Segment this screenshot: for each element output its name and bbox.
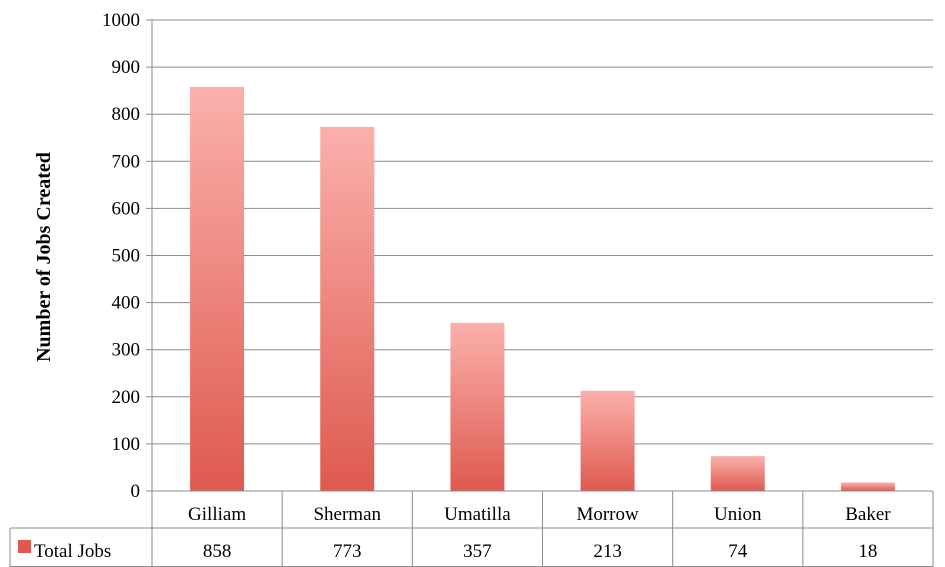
data-table: Gilliam 858 Sherman 773 Umatilla 357 Morrow 213…	[9, 490, 934, 567]
y-tick-label: 1000	[102, 10, 140, 31]
y-tick-label: 900	[112, 57, 141, 78]
category-label: Morrow	[576, 504, 639, 525]
y-tick-label: 400	[112, 293, 141, 314]
legend-swatch	[18, 540, 31, 553]
bar-baker	[840, 482, 895, 491]
legend-series-name: Total Jobs	[34, 541, 111, 562]
category-label: Umatilla	[444, 504, 511, 525]
bar-umatilla	[450, 322, 505, 491]
gridlines	[152, 19, 933, 445]
table-value: 74	[728, 541, 748, 562]
y-tick-label: 800	[112, 104, 141, 125]
bars	[190, 86, 895, 492]
bar-sherman	[320, 126, 375, 492]
table-value: 357	[463, 541, 492, 562]
y-tick-label: 600	[112, 198, 141, 219]
category-label: Gilliam	[188, 504, 246, 525]
table-value: 213	[593, 541, 622, 562]
table-value: 18	[858, 541, 877, 562]
category-label: Baker	[845, 504, 891, 525]
y-tick-label: 0	[131, 481, 141, 502]
y-tick-label: 700	[112, 151, 141, 172]
y-tick-label: 200	[112, 387, 141, 408]
y-tick-label: 300	[112, 340, 141, 361]
y-tick-label: 100	[112, 434, 141, 455]
y-tick-label: 500	[112, 246, 141, 267]
y-axis-ticks: 0 100 200 300 400 500 600 700 800 900 1000	[102, 10, 153, 502]
y-axis-label: Number of Jobs Created	[33, 152, 55, 362]
category-label: Sherman	[313, 504, 381, 525]
table-value: 858	[203, 541, 232, 562]
category-label: Union	[714, 504, 762, 525]
bar-union	[710, 456, 765, 491]
bar-morrow	[580, 390, 635, 491]
bar-gilliam	[190, 86, 245, 491]
table-value: 773	[333, 541, 362, 562]
